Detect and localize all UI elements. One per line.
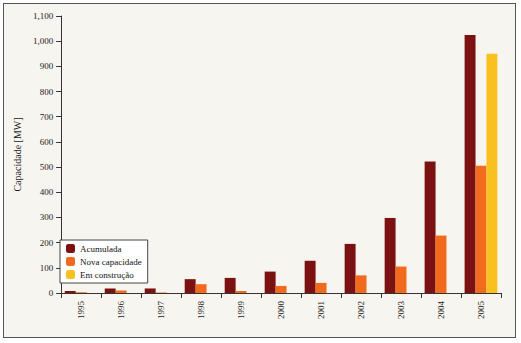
- svg-text:600: 600: [40, 137, 54, 147]
- svg-text:300: 300: [40, 212, 54, 222]
- svg-text:1998: 1998: [196, 301, 206, 320]
- svg-text:1999: 1999: [236, 301, 246, 320]
- svg-text:Acumulada: Acumulada: [80, 244, 121, 254]
- svg-text:Em construção: Em construção: [80, 270, 134, 280]
- svg-text:1997: 1997: [156, 301, 166, 320]
- svg-text:100: 100: [40, 263, 54, 273]
- svg-text:900: 900: [40, 61, 54, 71]
- svg-text:200: 200: [40, 238, 54, 248]
- svg-text:500: 500: [40, 162, 54, 172]
- svg-text:2005: 2005: [476, 301, 486, 320]
- svg-text:Nova capacidade: Nova capacidade: [80, 257, 142, 267]
- svg-text:2001: 2001: [316, 301, 326, 319]
- svg-text:2000: 2000: [276, 301, 286, 320]
- svg-text:700: 700: [40, 112, 54, 122]
- svg-text:1,000: 1,000: [33, 36, 54, 46]
- svg-text:400: 400: [40, 187, 54, 197]
- svg-text:2002: 2002: [356, 301, 366, 319]
- svg-text:2003: 2003: [396, 301, 406, 320]
- svg-text:1995: 1995: [76, 301, 86, 320]
- svg-text:1,100: 1,100: [33, 11, 54, 21]
- svg-text:800: 800: [40, 87, 54, 97]
- svg-text:2004: 2004: [436, 301, 446, 320]
- svg-text:0: 0: [49, 288, 54, 298]
- svg-text:Capacidade [MW]: Capacidade [MW]: [12, 117, 23, 191]
- svg-text:1996: 1996: [116, 301, 126, 320]
